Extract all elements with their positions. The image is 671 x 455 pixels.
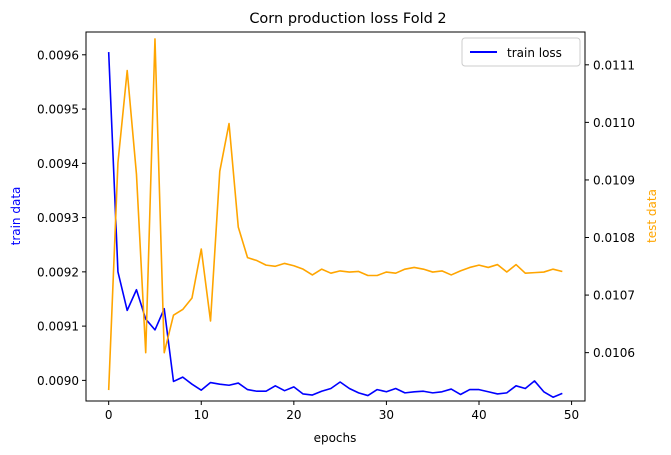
x-tick-label: 50 — [564, 408, 579, 422]
y-axis-right-label: test data — [645, 189, 659, 243]
y-right-tick-label: 0.0110 — [593, 116, 635, 130]
y-left-tick-label: 0.0091 — [37, 320, 79, 334]
legend-label-train-loss: train loss — [507, 46, 562, 60]
x-tick-label: 0 — [105, 408, 113, 422]
y-right-tick-label: 0.0109 — [593, 173, 635, 187]
legend-box — [461, 37, 581, 67]
plot-frame — [85, 31, 586, 402]
x-axis: 0 10 20 30 40 50 — [105, 401, 579, 422]
y-axis-right: 0.0106 0.0107 0.0108 0.0109 0.0110 0.0111 — [585, 58, 635, 360]
y-left-tick-label: 0.0096 — [37, 48, 79, 62]
y-axis-left-label: train data — [9, 187, 23, 246]
x-tick-label: 20 — [286, 408, 301, 422]
y-left-tick-label: 0.0090 — [37, 374, 79, 388]
chart-title: Corn production loss Fold 2 — [249, 11, 446, 27]
plot-area — [85, 31, 586, 402]
legend: train loss — [461, 37, 581, 67]
test-loss-line — [107, 38, 563, 391]
y-left-tick-label: 0.0095 — [37, 103, 79, 117]
y-axis-left: 0.0090 0.0091 0.0092 0.0093 0.0094 0.0095 0.00… — [37, 48, 86, 388]
x-axis-label: epochs — [314, 431, 357, 445]
y-right-tick-label: 0.0108 — [593, 231, 635, 245]
train-loss-line — [107, 52, 563, 399]
x-tick-label: 30 — [379, 408, 394, 422]
y-left-tick-label: 0.0092 — [37, 265, 79, 279]
y-left-tick-label: 0.0093 — [37, 211, 79, 225]
series-layer — [107, 38, 563, 399]
y-right-tick-label: 0.0106 — [593, 346, 635, 360]
y-right-tick-label: 0.0111 — [593, 58, 635, 72]
y-right-tick-label: 0.0107 — [593, 289, 635, 303]
y-left-tick-label: 0.0094 — [37, 157, 79, 171]
x-tick-label: 40 — [471, 408, 486, 422]
x-tick-label: 10 — [194, 408, 209, 422]
